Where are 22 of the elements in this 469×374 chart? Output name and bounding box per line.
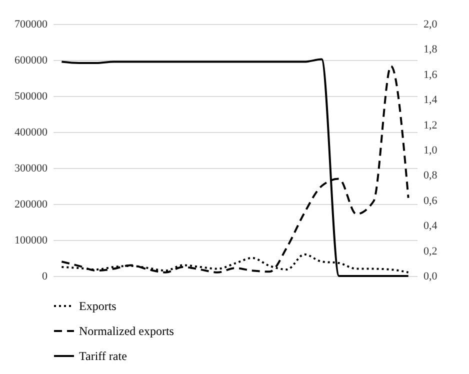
y2-tick-label: 0,6	[424, 194, 438, 207]
y-tick-label: 200000	[14, 198, 48, 210]
y2-tick-label: 0,0	[424, 270, 438, 282]
y2-tick-label: 0,8	[424, 170, 438, 182]
y2-tick-label: 1,2	[424, 119, 438, 132]
y2-tick-label: 0,4	[424, 220, 438, 232]
legend-label: Tariff rate	[79, 349, 127, 363]
y-tick-label: 700000	[14, 18, 48, 30]
legend-label: Exports	[79, 299, 117, 313]
y2-tick-label: 0,2	[424, 245, 438, 258]
y-tick-label: 500000	[14, 90, 48, 102]
y-tick-label: 100000	[14, 234, 48, 246]
legend-label: Normalized exports	[79, 324, 174, 338]
y2-tick-label: 1,4	[424, 94, 438, 106]
y-tick-label: 300000	[14, 162, 48, 174]
y-tick-label: 400000	[14, 126, 48, 138]
y2-tick-label: 1,8	[424, 44, 438, 56]
y-tick-label: 0	[42, 270, 48, 282]
y2-tick-label: 1,6	[424, 68, 438, 81]
y2-tick-label: 1,0	[424, 144, 438, 156]
y-tick-label: 600000	[14, 54, 48, 66]
y2-tick-label: 2,0	[424, 18, 438, 30]
